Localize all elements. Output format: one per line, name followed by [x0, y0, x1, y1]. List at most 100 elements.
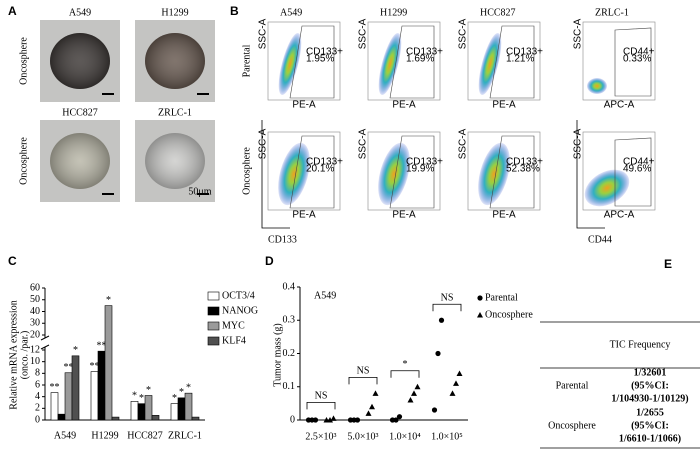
legend-label: NANOG — [222, 305, 258, 316]
axis-label: SSC-A — [458, 18, 469, 49]
y-tick-label: 40 — [30, 306, 40, 317]
y-tick-label: 6 — [35, 379, 40, 390]
row-label: Parental — [241, 44, 252, 77]
marker-label: CD44 — [588, 234, 612, 245]
column-label: H1299 — [380, 7, 407, 18]
axis-break — [40, 344, 50, 350]
point — [477, 312, 483, 318]
legend-label: Parental — [485, 292, 518, 303]
y-axis-label: Tumor mass (g) — [272, 323, 283, 387]
panel-letter: E — [664, 257, 672, 271]
row-label: Oncosphere — [18, 37, 29, 85]
point — [449, 390, 456, 396]
scale-label: 50μm — [188, 186, 211, 197]
cell-density — [278, 142, 310, 206]
significance: * — [186, 382, 191, 393]
legend-swatch — [207, 336, 220, 346]
axis-break — [40, 335, 50, 341]
x-tick-label: 1.0×10⁵ — [431, 431, 463, 442]
y-tick-label: 60 — [30, 282, 40, 293]
point — [431, 407, 438, 413]
significance: * — [106, 295, 111, 306]
significance: * — [73, 345, 78, 356]
axis-label: PE-A — [392, 210, 416, 221]
gate-label: 19.9% — [406, 164, 434, 175]
oncosphere-shade — [145, 33, 205, 89]
gate-label: CD133+ — [306, 47, 343, 58]
gate-label: CD133+ — [406, 47, 443, 58]
x-tick-label: HCC827 — [127, 430, 163, 441]
oncosphere-shade — [50, 133, 110, 189]
axis-label: SSC-A — [458, 128, 469, 159]
comparison-bracket — [348, 376, 378, 385]
legend-swatch — [207, 321, 220, 331]
gate-label: 1.95% — [306, 54, 334, 65]
y-tick-label: 12 — [30, 344, 40, 355]
axis-label: SSC-A — [573, 128, 584, 159]
y-tick-label: 0.3 — [283, 315, 296, 326]
bar — [184, 392, 193, 421]
significance: ** — [97, 340, 107, 351]
axis-label: APC-A — [604, 100, 635, 111]
y-tick-label: 2 — [35, 403, 40, 414]
bar — [57, 413, 66, 421]
table-header: TIC Frequency — [610, 339, 671, 350]
cell-value: 1/104930-1/10129) — [611, 393, 688, 404]
significance: * — [179, 387, 184, 398]
chart-title: A549 — [314, 290, 336, 301]
gate — [614, 27, 652, 97]
column-label: HCC827 — [480, 7, 516, 18]
bar — [130, 401, 139, 421]
panel-letter: D — [265, 254, 274, 268]
point — [312, 417, 319, 423]
gate-label: CD44+ — [623, 47, 655, 58]
significance: * — [139, 393, 144, 404]
axis-label: SSC-A — [358, 128, 369, 159]
marker-axis — [576, 120, 605, 229]
cell-value: 1/32601 — [634, 367, 667, 378]
cell-density — [378, 142, 410, 206]
y-tick-label: 8 — [35, 368, 40, 379]
bar — [97, 350, 106, 421]
x-tick-label: 1.0×10⁴ — [389, 431, 421, 442]
y-axis-label: (onco. /par.) — [19, 331, 30, 380]
cell-density — [478, 33, 502, 95]
point — [369, 403, 375, 410]
legend-swatch — [207, 291, 220, 301]
gate — [289, 135, 335, 209]
x-tick-label: 5.0×10³ — [347, 431, 378, 442]
point — [407, 397, 414, 403]
y-axis-label: Relative mRNA expression — [8, 300, 19, 409]
y-tick-label: 30 — [30, 318, 40, 329]
cell-density — [584, 169, 630, 207]
axis-label: PE-A — [292, 210, 316, 221]
legend-swatch — [207, 306, 220, 316]
bar — [64, 372, 73, 421]
significance: * — [172, 393, 177, 404]
axis-label: SSC-A — [258, 128, 269, 159]
gate — [389, 135, 435, 209]
row-label: Oncosphere — [18, 137, 29, 185]
significance: * — [132, 391, 137, 402]
point — [477, 295, 483, 301]
point — [372, 390, 379, 396]
legend-label: MYC — [222, 320, 245, 331]
image-label: ZRLC-1 — [158, 107, 192, 118]
cell-density — [278, 33, 302, 95]
point — [354, 417, 361, 423]
image-label: HCC827 — [62, 107, 98, 118]
cell-density — [587, 78, 607, 94]
gate-label: 52.38% — [506, 164, 540, 175]
bar — [177, 397, 186, 421]
gate-label: 49.6% — [623, 164, 651, 175]
point — [393, 417, 399, 423]
point — [435, 350, 441, 357]
gate-label: CD133+ — [506, 47, 543, 58]
gate — [289, 25, 335, 99]
cell-value: (95%CI: — [631, 380, 669, 391]
panel-letter: B — [230, 4, 239, 18]
comparison-label: NS — [315, 391, 328, 402]
point — [453, 380, 459, 386]
axis-label: SSC-A — [258, 18, 269, 49]
bar — [191, 416, 200, 421]
